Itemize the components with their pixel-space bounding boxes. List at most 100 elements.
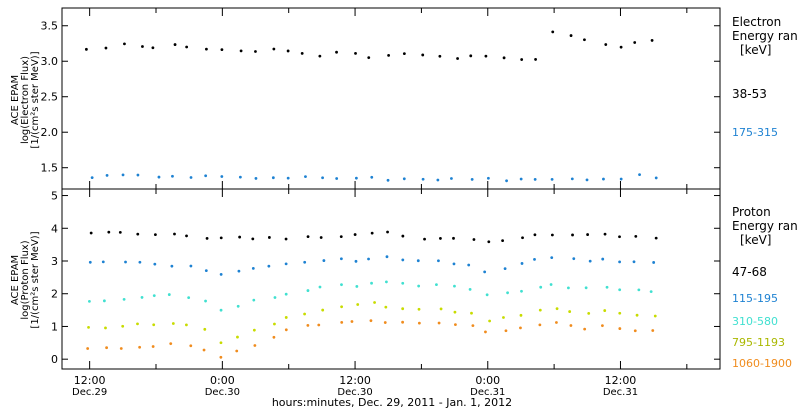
data-point bbox=[618, 288, 622, 292]
data-point bbox=[204, 269, 208, 272]
data-point bbox=[304, 175, 307, 179]
data-point bbox=[452, 262, 456, 266]
data-point bbox=[488, 319, 492, 323]
data-point bbox=[369, 319, 373, 323]
data-point bbox=[187, 296, 191, 300]
data-point bbox=[321, 308, 325, 312]
data-point bbox=[421, 177, 425, 181]
data-point bbox=[340, 320, 344, 324]
electron-data bbox=[84, 30, 658, 183]
data-point bbox=[652, 261, 656, 264]
data-point bbox=[632, 260, 636, 264]
data-point bbox=[271, 176, 275, 180]
proton-series-115-195 bbox=[88, 255, 656, 276]
data-point bbox=[141, 45, 144, 48]
data-point bbox=[303, 260, 307, 264]
data-point bbox=[153, 262, 157, 266]
data-point bbox=[533, 233, 537, 237]
electron-y-tick-label: 3.0 bbox=[41, 55, 59, 68]
data-point bbox=[170, 264, 174, 268]
electron-legend-175-315: 175-315 bbox=[732, 126, 778, 139]
data-point bbox=[219, 272, 223, 276]
data-point bbox=[435, 283, 438, 287]
data-point bbox=[339, 235, 343, 239]
data-point bbox=[286, 176, 290, 180]
data-point bbox=[504, 329, 508, 333]
data-point bbox=[104, 46, 108, 50]
data-point bbox=[454, 323, 457, 327]
x-tick-date-label: Dec.30 bbox=[205, 387, 240, 398]
data-point bbox=[538, 323, 542, 327]
data-point bbox=[284, 237, 288, 241]
data-point bbox=[538, 308, 542, 312]
data-point bbox=[453, 310, 457, 314]
data-point bbox=[585, 178, 589, 182]
data-point bbox=[254, 177, 258, 180]
data-point bbox=[220, 48, 224, 52]
data-point bbox=[588, 259, 592, 263]
electron-series-38-53 bbox=[84, 30, 654, 61]
electron-legend-38-53: 38-53 bbox=[732, 87, 767, 101]
data-point bbox=[340, 305, 344, 309]
data-point bbox=[520, 58, 524, 61]
x-tick-date-label: Dec.31 bbox=[470, 387, 505, 398]
electron-x-ticks bbox=[89, 8, 688, 189]
data-point bbox=[505, 179, 508, 183]
x-tick-time-label: 12:00 bbox=[74, 374, 106, 387]
data-point bbox=[251, 237, 255, 241]
data-point bbox=[284, 292, 288, 296]
data-point bbox=[219, 341, 223, 345]
data-point bbox=[318, 54, 322, 58]
data-point bbox=[251, 267, 255, 270]
x-tick-date-label: Dec.30 bbox=[337, 387, 372, 398]
proton-ylabel-line-3: [1/(cm²s ster MeV)] bbox=[30, 231, 41, 328]
data-point bbox=[167, 293, 171, 296]
proton-ylabel-line-2: log(Proton Flux) bbox=[20, 240, 31, 319]
data-point bbox=[468, 287, 472, 291]
data-point bbox=[152, 294, 156, 298]
data-point bbox=[303, 312, 306, 316]
data-point bbox=[635, 313, 639, 317]
data-point bbox=[484, 54, 488, 58]
data-point bbox=[484, 330, 487, 334]
proton-series-310-580 bbox=[88, 280, 653, 312]
data-point bbox=[205, 47, 208, 51]
data-point bbox=[569, 324, 573, 327]
data-point bbox=[87, 325, 90, 329]
data-point bbox=[219, 355, 223, 359]
data-point bbox=[456, 57, 459, 60]
data-point bbox=[452, 236, 455, 240]
data-point bbox=[603, 232, 607, 236]
proton-series-1060-1900 bbox=[86, 319, 655, 359]
data-point bbox=[634, 235, 638, 238]
data-point bbox=[354, 259, 358, 263]
data-point bbox=[204, 174, 208, 178]
data-point bbox=[485, 293, 489, 297]
data-point bbox=[385, 255, 389, 259]
data-point bbox=[171, 322, 175, 325]
data-point bbox=[550, 233, 554, 237]
data-point bbox=[104, 326, 107, 330]
data-point bbox=[519, 313, 523, 317]
data-point bbox=[601, 324, 604, 328]
data-point bbox=[102, 299, 106, 303]
proton-legend-115-195: 115-195 bbox=[732, 292, 778, 305]
data-point bbox=[122, 297, 126, 301]
electron-ylabel-line-1: ACE EPAM bbox=[10, 75, 21, 125]
data-point bbox=[121, 324, 125, 328]
data-point bbox=[124, 260, 127, 264]
data-point bbox=[273, 322, 276, 326]
proton-legend-310-580: 310-580 bbox=[732, 315, 778, 328]
data-point bbox=[237, 269, 241, 273]
data-point bbox=[219, 308, 223, 312]
data-point bbox=[306, 323, 310, 327]
data-point bbox=[239, 49, 243, 53]
data-point bbox=[238, 175, 242, 179]
data-point bbox=[319, 236, 323, 239]
data-point bbox=[534, 58, 537, 61]
data-point bbox=[439, 307, 443, 311]
data-point bbox=[654, 236, 658, 240]
data-point bbox=[502, 56, 506, 60]
data-point bbox=[603, 309, 607, 312]
